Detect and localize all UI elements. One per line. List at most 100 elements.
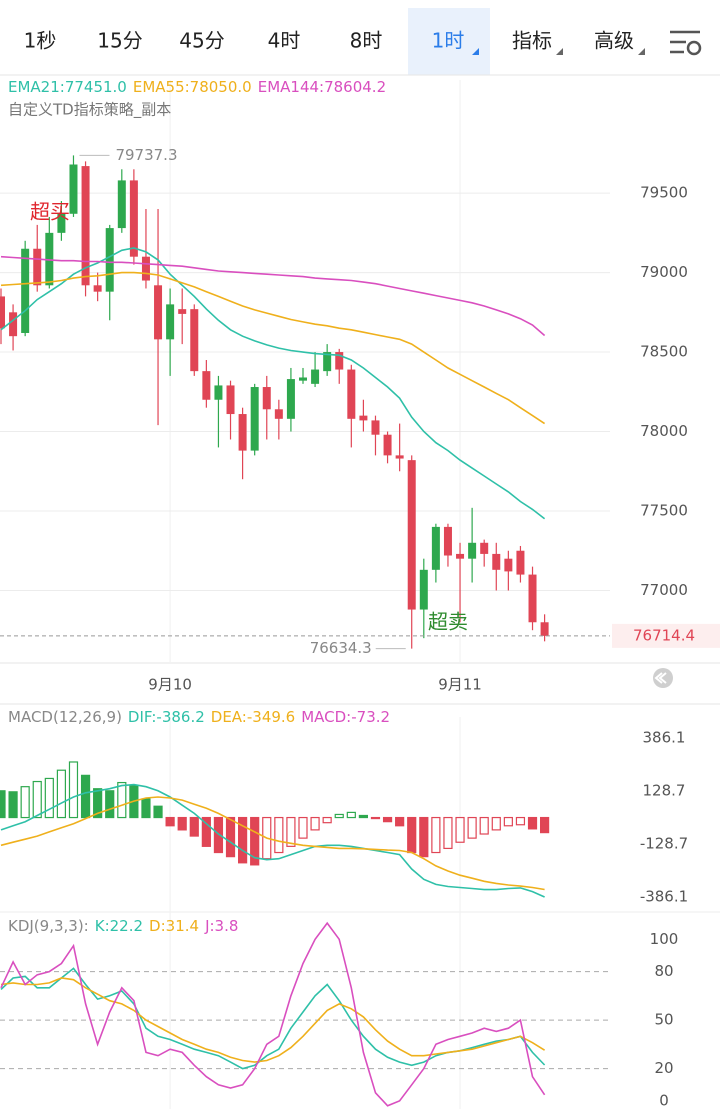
macd-bar xyxy=(310,816,320,831)
annotation: 超买 xyxy=(30,200,70,224)
tab[interactable]: 15分 xyxy=(97,29,142,53)
x-tick-label: 9月10 xyxy=(148,676,192,694)
candle-body xyxy=(238,414,247,451)
candle-body xyxy=(117,180,126,229)
macd-bar xyxy=(431,816,441,854)
candle-body xyxy=(214,385,223,400)
legend-entry: K:22.2 xyxy=(95,917,143,935)
dropdown-caret xyxy=(556,48,563,55)
macd-bar xyxy=(250,816,260,866)
macd-bar xyxy=(225,816,236,858)
indicator-line xyxy=(0,796,545,891)
macd-bar xyxy=(455,816,465,843)
macd-bar xyxy=(274,816,284,854)
y-tick-label: 78500 xyxy=(640,343,688,361)
candle-body xyxy=(190,309,199,372)
candle-body xyxy=(528,574,537,623)
ema-line xyxy=(0,271,546,425)
candle-body xyxy=(9,312,18,337)
candle-body xyxy=(504,558,513,572)
macd-bar xyxy=(539,816,550,834)
dropdown-caret xyxy=(472,48,479,55)
candle-body xyxy=(371,420,380,435)
macd-bar xyxy=(56,769,67,819)
candle-body xyxy=(468,542,477,559)
candle-body xyxy=(311,369,320,384)
candle-body xyxy=(359,415,368,421)
macd-bar xyxy=(177,816,187,831)
candle-body xyxy=(81,166,90,286)
y-tick-label: 77500 xyxy=(640,502,688,520)
tab[interactable]: 指标 xyxy=(512,29,552,53)
macd-bar xyxy=(238,816,248,864)
candle-body xyxy=(129,180,138,257)
candle-body xyxy=(383,434,392,456)
macd-bar xyxy=(44,777,54,819)
candle-body xyxy=(105,228,114,292)
candle-body xyxy=(202,371,211,400)
candle-body xyxy=(395,455,404,459)
y-tick-label: -128.7 xyxy=(640,835,688,853)
legend: MACD(12,26,9) DIF:-386.2 DEA:-349.6 MACD:-7… xyxy=(8,708,390,726)
candle-body xyxy=(262,387,271,410)
ema-line xyxy=(0,255,546,337)
legend-entry: EMA21:77451.0 xyxy=(8,78,127,96)
macd-bar xyxy=(80,774,91,819)
legend-title: MACD(12,26,9) xyxy=(8,708,122,726)
macd-bar xyxy=(213,816,224,854)
toolbar xyxy=(0,8,720,76)
legend-entry: EMA55:78050.0 xyxy=(133,78,252,96)
macd-bar xyxy=(105,790,115,819)
macd-bar xyxy=(201,816,211,847)
candle-body xyxy=(21,248,30,333)
macd-bar xyxy=(467,816,477,839)
macd-bar xyxy=(419,816,429,858)
tab[interactable]: 1秒 xyxy=(24,29,57,53)
candle-body xyxy=(456,553,465,559)
legend-title: KDJ(9,3,3): xyxy=(8,917,89,935)
settings-icon[interactable] xyxy=(670,30,702,56)
last-price-label: 76714.4 xyxy=(633,626,695,644)
candle-body xyxy=(431,526,440,570)
candle-body xyxy=(335,352,344,370)
indicator-line xyxy=(0,783,545,898)
macd-bar xyxy=(527,816,538,830)
candle-body xyxy=(69,164,78,214)
macd-bar xyxy=(443,816,453,850)
y-tick-label: 0 xyxy=(659,1091,669,1109)
y-tick-label: 386.1 xyxy=(643,729,686,747)
tab[interactable]: 高级 xyxy=(594,29,634,53)
candle-body xyxy=(407,460,416,610)
macd-bar xyxy=(189,816,199,837)
high-marker-label: 79737.3 xyxy=(115,146,177,164)
candle-body xyxy=(443,526,452,556)
macd-bar xyxy=(491,816,501,831)
y-tick-label: 79500 xyxy=(640,184,688,202)
y-tick-label: 78000 xyxy=(640,422,688,440)
tab[interactable]: 8时 xyxy=(350,29,383,53)
legend-entry: DIF:-386.2 xyxy=(128,708,205,726)
candle-body xyxy=(540,622,549,636)
macd-bar xyxy=(515,816,526,826)
candle-body xyxy=(516,550,525,575)
candle-body xyxy=(57,213,66,233)
active-tab-bg xyxy=(408,8,490,75)
tab[interactable]: 4时 xyxy=(268,29,301,53)
tab[interactable]: 45分 xyxy=(179,29,224,53)
candle-body xyxy=(492,553,501,570)
candle-body xyxy=(33,248,42,286)
tab[interactable]: 1时 xyxy=(432,29,465,53)
y-tick-label: 50 xyxy=(654,1011,673,1029)
candle-body xyxy=(0,296,5,329)
collapse-icon[interactable] xyxy=(653,668,673,688)
macd-bar xyxy=(20,786,30,819)
macd-bar xyxy=(93,788,103,819)
macd-bar xyxy=(382,816,393,823)
macd-bar xyxy=(68,761,79,819)
candle-body xyxy=(141,256,150,281)
macd-bar xyxy=(141,798,151,819)
candle-body xyxy=(178,309,187,314)
candle-body xyxy=(347,369,356,419)
